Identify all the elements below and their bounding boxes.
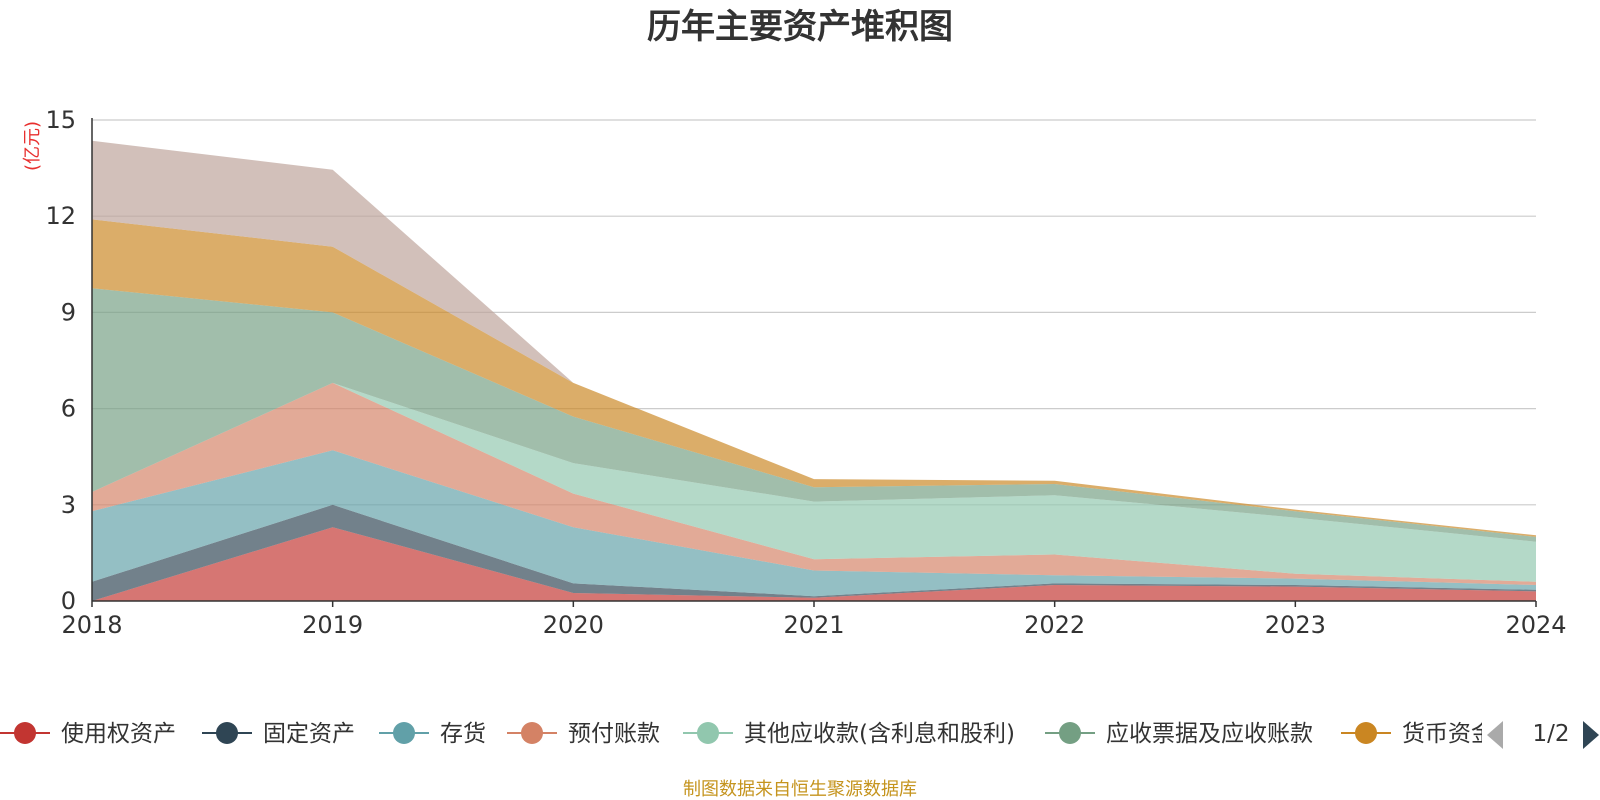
legend[interactable]: 使用权资产 固定资产 存货 预付账款 其他应收款(含利息和股利) 应收票据及应收账款 货币资… [0,721,1599,749]
y-tick-label: 6 [61,395,76,423]
area-series-path [92,288,1536,542]
x-tick-label: 2020 [543,611,604,639]
area-series [92,140,1536,601]
x-tick-label: 2018 [61,611,122,639]
x-tick-label: 2024 [1505,611,1566,639]
legend-item[interactable]: 应收票据及应收账款 [1045,721,1313,747]
legend-prev-page-icon[interactable] [1487,721,1503,749]
area-series-path [92,450,1536,597]
legend-label: 货币资金 [1402,721,1494,747]
y-tick-label: 12 [45,202,76,230]
legend-item[interactable]: 存货 [379,721,486,747]
legend-label: 应收票据及应收账款 [1106,721,1313,747]
y-axis-unit: (亿元) [22,121,43,171]
legend-page-indicator: 1/2 [1532,721,1569,747]
legend-dot-icon [1059,722,1081,744]
y-tick-label: 0 [61,587,76,615]
legend-label: 预付账款 [568,721,660,747]
legend-items: 使用权资产 固定资产 存货 预付账款 其他应收款(含利息和股利) 应收票据及应收账款 货币资… [0,721,1494,747]
x-tick-label: 2022 [1024,611,1085,639]
source-note: 制图数据来自恒生聚源数据库 [683,779,917,800]
chart-title: 历年主要资产堆积图 [647,7,953,47]
y-tick-label: 3 [61,491,76,519]
y-tick-label: 15 [45,106,76,134]
legend-label: 存货 [440,721,486,747]
legend-dot-icon [1355,722,1377,744]
legend-dot-icon [393,722,415,744]
legend-dot-icon [14,722,36,744]
legend-item[interactable]: 预付账款 [507,721,660,747]
legend-next-page-icon[interactable] [1583,721,1599,749]
legend-item[interactable]: 其他应收款(含利息和股利) [683,721,1015,747]
legend-label: 使用权资产 [61,721,176,747]
area-series-path [92,140,1536,536]
legend-dot-icon [697,722,719,744]
legend-dot-icon [521,722,543,744]
legend-item[interactable]: 使用权资产 [0,721,176,747]
legend-item[interactable]: 货币资金 [1341,721,1494,747]
legend-item[interactable]: 固定资产 [202,721,355,747]
legend-label: 固定资产 [263,721,355,747]
legend-dot-icon [216,722,238,744]
x-tick-label: 2023 [1265,611,1326,639]
y-tick-label: 9 [61,298,76,326]
area-series-path [92,527,1536,601]
x-tick-label: 2021 [783,611,844,639]
area-series-path [92,219,1536,537]
legend-label: 其他应收款(含利息和股利) [744,721,1015,747]
area-series-path [92,382,1536,582]
axes: 0 3 6 9 12 15 2018 2019 2020 2021 2022 2023 2024 [45,106,1566,639]
x-tick-label: 2019 [302,611,363,639]
